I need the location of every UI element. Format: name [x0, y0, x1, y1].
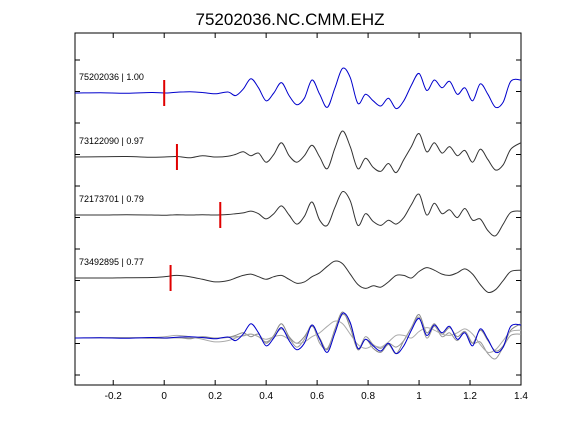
chart-title: 75202036.NC.CMM.EHZ	[196, 10, 385, 29]
overlay-trace-line	[74, 311, 522, 355]
x-tick-label: 0.8	[361, 391, 375, 402]
trace-line	[75, 260, 522, 294]
axis-ticks	[75, 33, 522, 385]
trace-line	[74, 130, 522, 174]
trace-label: 73492895 | 0.77	[79, 257, 144, 267]
overlay-trace-line	[74, 320, 522, 354]
x-tick-label: 1.4	[514, 391, 528, 402]
x-tick-label: 1	[416, 391, 422, 402]
x-tick-label: 0.6	[310, 391, 324, 402]
x-tick-label: 0.4	[259, 391, 273, 402]
x-tick-label: 0.2	[208, 391, 222, 402]
trace-label: 72173701 | 0.79	[79, 194, 144, 204]
x-tick-labels: -0.2 0 0.2 0.4 0.6 0.8 1 1.2 1.4	[105, 391, 529, 402]
trace-line	[74, 67, 522, 110]
trace-label: 75202036 | 1.00	[79, 72, 144, 82]
overlay-trace-line	[74, 312, 522, 355]
x-tick-label: 1.2	[463, 391, 477, 402]
x-tick-label: -0.2	[105, 391, 123, 402]
x-tick-label: 0	[161, 391, 167, 402]
trace-labels: 75202036 | 1.00 73122090 | 0.97 72173701 |…	[79, 72, 144, 267]
trace-label: 73122090 | 0.97	[79, 136, 144, 146]
traces	[74, 67, 522, 360]
trace-line	[75, 190, 522, 237]
overlay-trace-line	[74, 313, 522, 360]
plot-area-frame	[74, 32, 522, 386]
pick-markers	[163, 80, 222, 291]
